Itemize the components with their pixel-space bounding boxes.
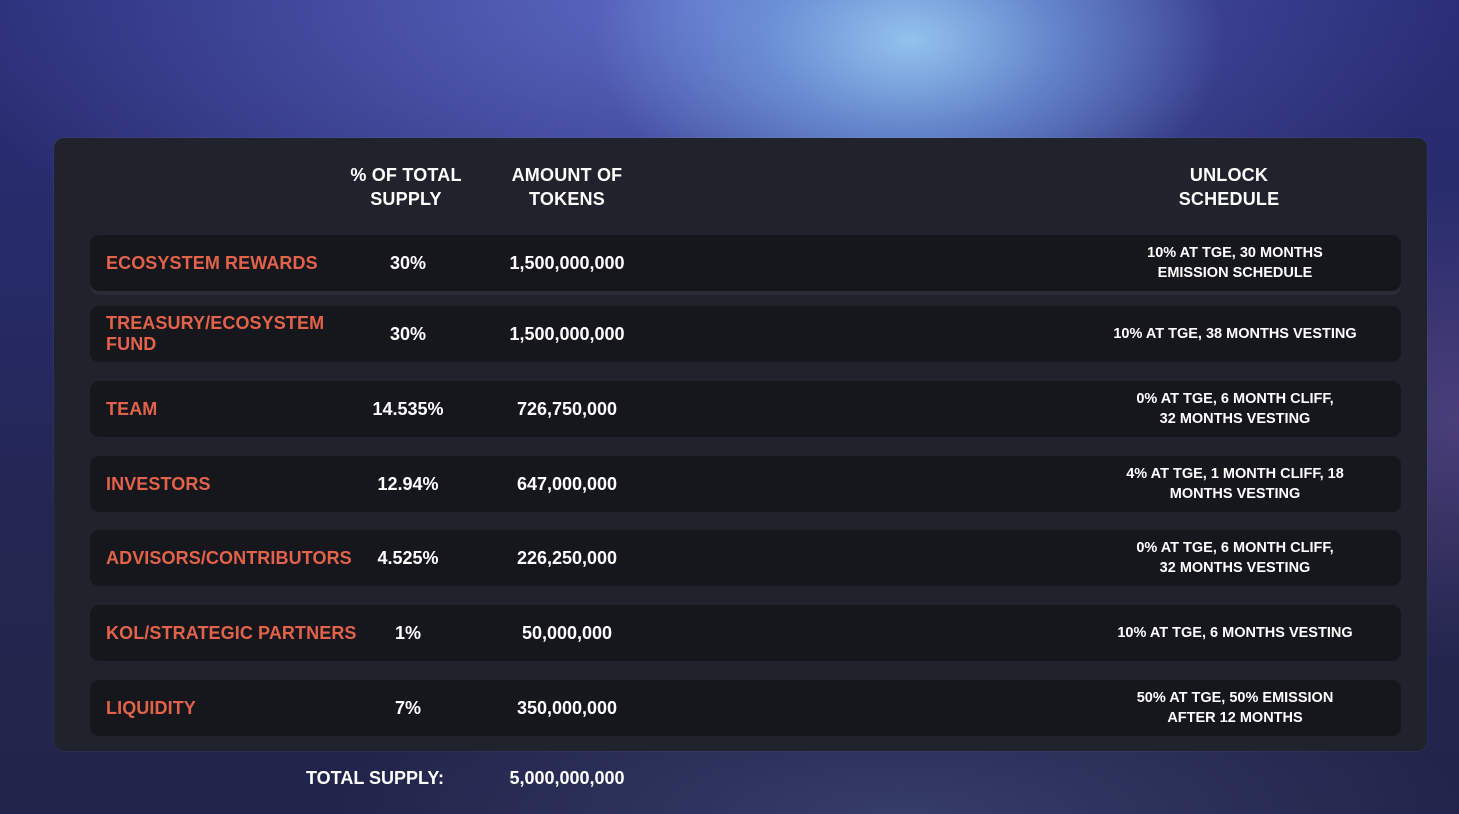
allocation-amount: 350,000,000 (516, 697, 618, 718)
allocation-amount: 50,000,000 (521, 622, 613, 643)
allocation-percent: 14.535% (372, 398, 444, 419)
total-supply-value: 5,000,000,000 (509, 768, 625, 788)
allocation-unlock-schedule: 4% AT TGE, 1 MONTH CLIFF, 18 MONTHS VEST… (1126, 466, 1344, 502)
allocation-amount: 226,250,000 (516, 547, 618, 568)
allocation-unlock-schedule: 50% AT TGE, 50% EMISSION AFTER 12 MONTHS (1136, 690, 1334, 726)
allocation-percent: 12.94% (377, 473, 439, 494)
total-supply-label: TOTAL SUPPLY: (305, 768, 445, 788)
allocation-name: ADVISORS/CONTRIBUTORS (106, 547, 352, 568)
allocation-amount: 726,750,000 (516, 398, 618, 419)
allocation-unlock-schedule: 10% AT TGE, 30 MONTHS EMISSION SCHEDULE (1147, 245, 1323, 281)
allocation-name: ECOSYSTEM REWARDS (106, 252, 318, 273)
header-unlock-schedule: UNLOCK SCHEDULE (1178, 165, 1280, 209)
allocation-amount: 1,500,000,000 (509, 323, 625, 344)
header-percent-of-supply: % OF TOTAL SUPPLY (350, 165, 462, 209)
allocation-unlock-schedule: 0% AT TGE, 6 MONTH CLIFF, 32 MONTHS VEST… (1136, 540, 1334, 576)
table-row: ECOSYSTEM REWARDS 30% 1,500,000,000 10% … (90, 235, 1401, 291)
allocation-unlock-schedule: 10% AT TGE, 38 MONTHS VESTING (1113, 326, 1357, 342)
allocation-percent: 4.525% (377, 547, 439, 568)
allocation-percent: 1% (394, 622, 421, 643)
table-row: ADVISORS/CONTRIBUTORS 4.525% 226,250,000… (90, 530, 1401, 586)
allocation-percent: 7% (394, 697, 421, 718)
allocation-name: INVESTORS (106, 473, 211, 494)
table-row: INVESTORS 12.94% 647,000,000 4% AT TGE, … (90, 456, 1401, 512)
allocation-unlock-schedule: 10% AT TGE, 6 MONTHS VESTING (1117, 625, 1353, 641)
table-row: TEAM 14.535% 726,750,000 0% AT TGE, 6 MO… (90, 381, 1401, 437)
table-row: TREASURY/ECOSYSTEM FUND 30% 1,500,000,00… (90, 306, 1401, 362)
allocation-name: KOL/STRATEGIC PARTNERS (106, 622, 357, 643)
allocation-name: LIQUIDITY (106, 697, 196, 718)
allocation-percent: 30% (389, 252, 427, 273)
table-row: LIQUIDITY 7% 350,000,000 50% AT TGE, 50%… (90, 680, 1401, 736)
token-allocation-panel: % OF TOTAL SUPPLY AMOUNT OF TOKENS UNLOC… (54, 138, 1427, 751)
allocation-amount: 1,500,000,000 (509, 252, 625, 273)
allocation-name: TEAM (106, 398, 158, 419)
allocation-amount: 647,000,000 (516, 473, 618, 494)
allocation-percent: 30% (389, 323, 427, 344)
allocation-unlock-schedule: 0% AT TGE, 6 MONTH CLIFF, 32 MONTHS VEST… (1136, 391, 1334, 427)
table-row: KOL/STRATEGIC PARTNERS 1% 50,000,000 10%… (90, 605, 1401, 661)
header-amount-of-tokens: AMOUNT OF TOKENS (511, 165, 623, 209)
allocation-name: TREASURY/ECOSYSTEM FUND (106, 313, 325, 354)
